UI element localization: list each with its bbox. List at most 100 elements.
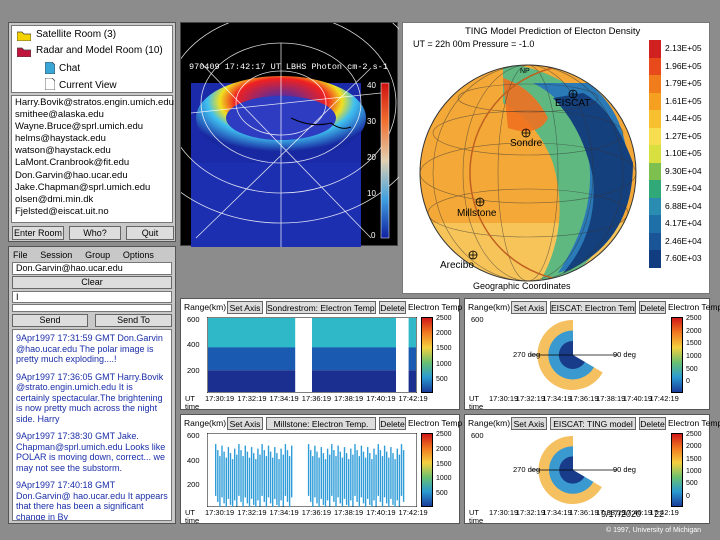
x-tick-label: 17:36:19 [569,508,599,517]
ting-scale-swatch [649,162,661,180]
user-item[interactable]: Jake.Chapman@sprl.umich.edu [15,181,151,193]
room-radar-model[interactable]: Radar and Model Room (10) [36,45,163,56]
send-to-button[interactable]: Send To [95,314,172,327]
time-label: time [469,516,484,525]
enter-room-button[interactable]: Enter Room [12,226,64,240]
colorbar-label: 1000 [436,475,452,483]
x-tick-label: 17:32:19 [237,394,267,403]
x-tick-label: 17:36:19 [301,508,331,517]
ut-label: UT [185,394,195,403]
plot-colorbar [421,433,433,507]
plot-colorbar [671,317,683,393]
room-tree: Satellite Room (3) Radar and Model Room … [11,25,173,93]
site-label-millstone: Millstone [457,208,497,219]
ting-scale-swatch [649,57,661,75]
footer-copyright: © 1997, University of Michigan [606,527,702,534]
user-item[interactable]: watson@haystack.edu [15,145,111,157]
plot-panel: Range(km) Set Axis Sondrestrom: Electron T… [180,298,462,411]
room-current-view[interactable]: Current View [59,80,117,91]
chat-panel: File Session Group Options Don.Garvin@ha… [8,246,176,524]
site-label-eiscat: EISCAT [555,98,591,109]
chat-input[interactable]: I [12,291,172,303]
plot-range-label: Range(km) [468,302,511,312]
set-axis-button[interactable]: Set Axis [227,301,263,314]
set-axis-button[interactable]: Set Axis [511,301,547,314]
room-chat[interactable]: Chat [59,63,81,74]
delete-button[interactable]: Delete [379,417,406,430]
delete-button[interactable]: Delete [639,417,666,430]
ting-scale-swatch [649,127,661,145]
user-item[interactable]: Don.Garvin@hao.ucar.edu [15,169,128,181]
user-item[interactable]: olsen@dmi.min.dk [15,193,94,205]
plot-title-button[interactable]: EISCAT: TING model [550,417,636,430]
plot-range-label: Range(km) [468,418,511,428]
ting-globe [419,64,637,282]
plot-unit-label: Electron Temp [668,302,720,312]
x-tick-label: 17:38:19 [596,394,626,403]
colorbar-label: 1500 [686,455,702,463]
user-item[interactable]: Harry.Bovik@stratos.engin.umich.edu [15,97,174,108]
colorbar-label: 2000 [436,445,452,453]
user-item[interactable]: Fjelsted@eiscat.uit.no [15,205,109,217]
set-axis-button[interactable]: Set Axis [227,417,263,430]
polar-left-label: 270 deg [513,465,541,474]
x-tick-label: 17:34:19 [269,508,299,517]
colorbar-label: 1500 [436,460,452,468]
clear-button[interactable]: Clear [12,276,172,289]
plot-range-label: Range(km) [184,418,227,428]
who-button[interactable]: Who? [69,226,121,240]
colorbar-label: 0 [686,378,690,386]
room-panel: Satellite Room (3) Radar and Model Room … [8,22,176,242]
colorbar-label: 500 [436,490,448,498]
user-item[interactable]: smithee@alaska.edu [15,109,104,121]
x-tick-label: 17:30:19 [205,508,235,517]
ting-scale-label: 2.46E+04 [665,235,702,246]
set-axis-button[interactable]: Set Axis [511,417,547,430]
plot-title-button[interactable]: EISCAT: Electron Temp. [550,301,636,314]
plot-colorbar [671,433,683,507]
menu-session[interactable]: Session [40,250,73,260]
plot-title-button[interactable]: Sondrestrom: Electron Temp. [266,301,376,314]
colorbar-label: 2000 [436,330,452,338]
polar-right-label: 90 deg [613,465,636,474]
plot-title-button[interactable]: Millstone: Electron Temp. [266,417,376,430]
ting-scale-label: 1.96E+05 [665,60,702,71]
quit-button[interactable]: Quit [126,226,174,240]
delete-button[interactable]: Delete [639,301,666,314]
user-item[interactable]: Wayne.Bruce@sprl.umich.edu [15,121,144,133]
colorbar-label: 2500 [436,315,452,322]
ting-scale-label: 4.17E+04 [665,218,702,228]
x-tick-label: 17:42:19 [398,394,428,403]
chat-input-scrollbar[interactable] [12,304,172,312]
x-tick-label: 17:30:19 [489,394,519,403]
ting-scale-label: 9.30E+04 [665,165,702,176]
polar-image [181,23,399,247]
menu-file[interactable]: File [13,250,28,260]
plot-colorbar [421,317,433,393]
user-item[interactable]: helms@haystack.edu [15,133,106,145]
polar-right-label: 90 deg [613,350,636,359]
colorbar-label: 2000 [686,327,702,335]
x-tick-label: 17:30:19 [205,394,235,403]
delete-button[interactable]: Delete [379,301,406,314]
ting-scale-label: 7.60E+03 [665,253,702,263]
x-tick-label: 17:40:19 [622,508,653,517]
send-button[interactable]: Send [12,314,88,327]
user-item[interactable]: LaMont.Cranbrook@fit.edu [15,157,130,169]
polar-scale-label: 20 [367,153,376,162]
room-satellite[interactable]: Satellite Room (3) [36,29,117,40]
north-pole-label: NP [520,68,530,75]
plot-panel: Range(km) Set Axis Millstone: Electron Tem… [180,414,462,525]
x-tick-label: 17:32:19 [515,394,545,403]
x-tick-label: 17:38:19 [334,508,364,517]
menu-options[interactable]: Options [122,250,154,260]
chat-user-field[interactable]: Don.Garvin@hao.ucar.edu [12,262,172,275]
plot-range-label: Range(km) [184,302,227,312]
x-tick-label: 17:42:19 [649,508,679,517]
ting-scale-swatch [649,215,661,233]
polar-scale-label: 10 [367,189,376,198]
ting-scale-label: 1.44E+05 [665,113,702,123]
y-tick-label: 600 [187,431,200,440]
menu-group[interactable]: Group [85,250,111,260]
ting-scale-label: 1.61E+05 [665,95,702,106]
